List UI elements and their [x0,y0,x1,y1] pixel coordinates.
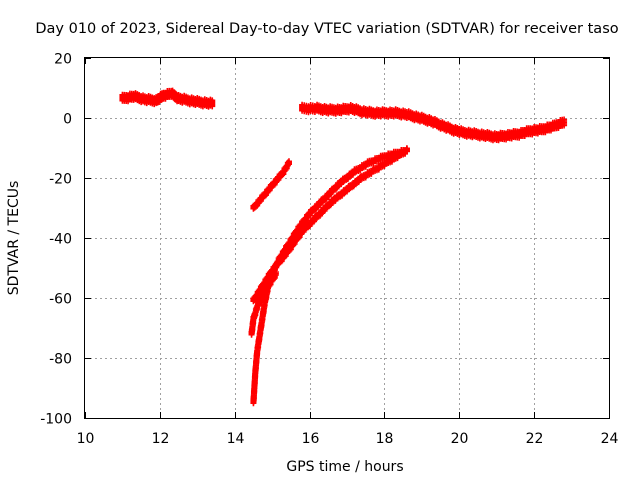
data-point-marker [260,293,267,300]
plot-frame [84,57,610,419]
x-axis-label: GPS time / hours [286,459,403,475]
x-tick-label: 10 [77,431,95,447]
data-point-marker [403,148,410,155]
series-arc-5 [250,145,410,305]
data-point-marker [272,272,279,278]
series-arc-2 [299,101,568,144]
data-point-marker [267,281,274,288]
data-point-marker [271,274,278,281]
data-point-marker [283,165,290,172]
x-tick-label: 22 [526,431,544,447]
series-arc-6 [248,269,279,338]
x-tick-label: 16 [302,431,320,447]
x-tick-label: 20 [451,431,469,447]
data-point-marker [280,171,287,178]
series-arc-3 [250,158,292,212]
y-tick-label: -60 [49,292,72,308]
data-point-marker [285,161,292,168]
y-tick-label: -40 [49,232,72,248]
y-tick-label: 20 [54,52,72,68]
axis-ticks: 10 12 14 16 18 20 22 24 -100 -80 -60 -40 -20 0 20 [40,52,618,448]
data-point-marker [561,122,568,129]
grid [85,58,609,418]
y-axis-label: SDTVAR / TECUs [6,181,22,296]
x-tick-label: 18 [376,431,394,447]
y-tick-label: 0 [63,112,72,128]
y-tick-label: -100 [40,412,72,428]
x-tick-label: 12 [152,431,170,447]
y-tick-label: -20 [49,172,72,188]
chart-title: Day 010 of 2023, Sidereal Day-to-day VTE… [35,21,618,37]
y-tick-label: -80 [49,352,72,368]
x-tick-label: 14 [227,431,245,447]
data-point-marker [209,103,216,110]
data-point-marker [264,286,271,293]
series-layer [119,87,568,407]
x-tick-label: 24 [601,431,619,447]
series-arc-1 [119,87,216,110]
